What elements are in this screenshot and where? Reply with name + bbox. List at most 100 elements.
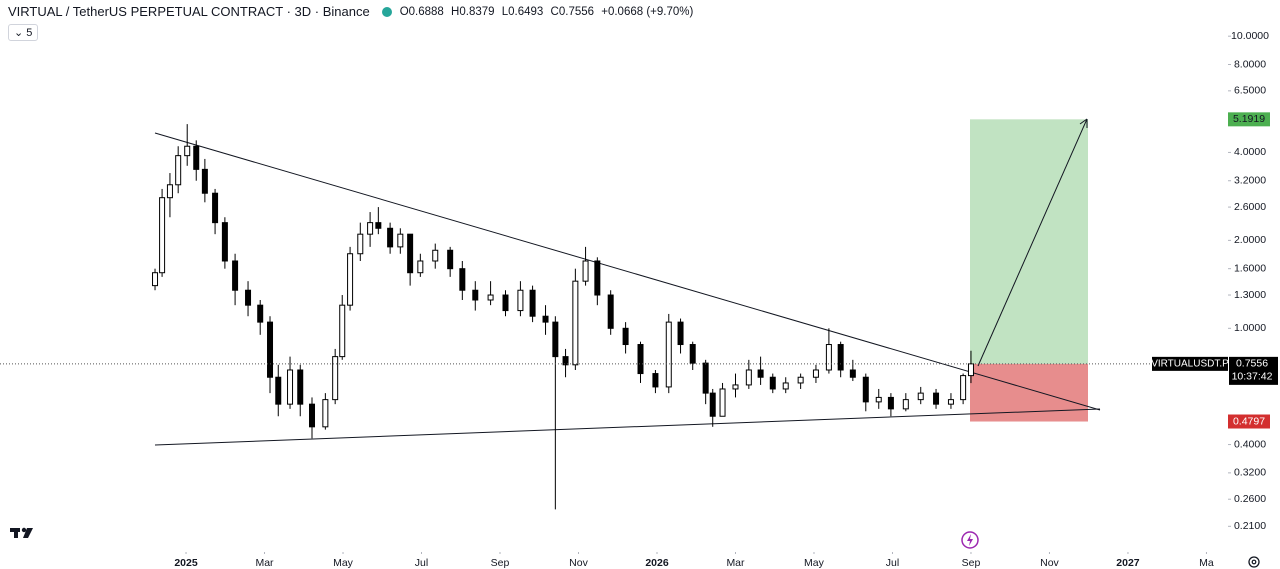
- candle-body: [332, 356, 339, 401]
- indicator-badge[interactable]: ⌄ 5: [8, 24, 39, 41]
- candle-body: [875, 396, 882, 403]
- candle-body: [297, 369, 304, 405]
- candle-body: [432, 249, 439, 262]
- symbol-label-box: [1152, 356, 1228, 371]
- candle-body: [562, 356, 569, 366]
- x-tick-label: Jul: [415, 557, 428, 569]
- ohlc-prefix: H: [451, 5, 460, 18]
- candle-body: [322, 399, 329, 428]
- candle-body: [637, 344, 644, 375]
- y-tick-label: 6.5000: [1234, 85, 1266, 97]
- x-tick-label: Mar: [255, 557, 274, 569]
- candle-body: [917, 392, 924, 401]
- symbol-title: VIRTUAL / TetherUS PERPETUAL CONTRACT · …: [8, 4, 370, 19]
- candle-body: [275, 376, 282, 405]
- candle-body: [702, 362, 709, 394]
- candle-body: [257, 304, 264, 323]
- candle-body: [902, 399, 909, 410]
- candle-body: [582, 260, 589, 282]
- candle-body: [862, 376, 869, 403]
- x-tick-label: 2025: [174, 557, 198, 569]
- candle-body: [849, 369, 856, 378]
- candle-body: [732, 384, 739, 390]
- candle-body: [769, 376, 776, 390]
- candle-body: [152, 272, 159, 287]
- candle-body: [652, 373, 659, 388]
- candle-body: [175, 155, 182, 186]
- x-tick-label: Mar: [726, 557, 745, 569]
- ohlc-value: 0.8379: [459, 5, 495, 18]
- x-tick-label: Sep: [491, 557, 510, 569]
- candle-body: [689, 344, 696, 364]
- candle-body: [757, 369, 764, 378]
- candle-body: [837, 344, 844, 371]
- candle-body: [221, 222, 228, 262]
- candle-body: [184, 145, 191, 157]
- candle-body: [719, 388, 726, 417]
- y-tick-label: 1.0000: [1234, 322, 1266, 334]
- candle-body: [397, 233, 404, 248]
- candle-body: [472, 289, 479, 301]
- candle-body: [166, 184, 173, 199]
- candle-body: [812, 369, 819, 378]
- candle-body: [933, 392, 940, 405]
- candle-body: [665, 321, 672, 388]
- candle-body: [367, 222, 374, 235]
- x-tick-label: Sep: [962, 557, 981, 569]
- stop-label-box: [1228, 414, 1270, 429]
- candle-body: [417, 260, 424, 274]
- candle-body: [607, 294, 614, 329]
- candle-body: [201, 168, 208, 194]
- ohlc-value: 0.7556: [558, 5, 595, 18]
- lightning-icon[interactable]: [961, 531, 979, 549]
- settings-icon[interactable]: [1248, 556, 1260, 568]
- x-tick-label: Jul: [886, 557, 899, 569]
- x-tick-label: May: [333, 557, 354, 569]
- target-label-box: [1228, 112, 1270, 127]
- y-tick-label: 1.6000: [1234, 262, 1266, 274]
- candle-body: [347, 253, 354, 306]
- candle-body: [825, 344, 832, 371]
- candle-body: [745, 369, 752, 386]
- candle-body: [339, 304, 346, 358]
- candle-body: [552, 321, 559, 358]
- candle-body: [529, 289, 536, 317]
- candle-body: [572, 280, 579, 366]
- candle-body: [797, 376, 804, 384]
- candle-body: [287, 369, 294, 405]
- symbol-label: VIRTUALUSDT.P: [1151, 359, 1229, 370]
- candle-body: [267, 321, 274, 378]
- candle-body: [447, 249, 454, 270]
- candle-body: [542, 315, 549, 323]
- ohlc-value: 0.6888: [408, 5, 444, 18]
- y-tick-label: 3.2000: [1234, 175, 1266, 187]
- price-label-box: [1229, 356, 1278, 385]
- y-tick-label: 1.3000: [1234, 289, 1266, 301]
- trend-line: [154, 408, 1101, 446]
- candle-body: [375, 222, 382, 229]
- candle-body: [677, 321, 684, 346]
- x-tick-label: Ma: [1199, 557, 1214, 569]
- candle-body: [960, 375, 967, 401]
- projection-arrow: [977, 118, 1088, 367]
- candle-body: [212, 192, 219, 224]
- status-dot: [381, 6, 392, 17]
- candle-body: [387, 227, 394, 248]
- countdown-label: 10:37:42: [1232, 371, 1273, 383]
- candle-body: [309, 403, 316, 428]
- candle-body: [487, 294, 494, 301]
- legend-header: VIRTUAL / TetherUS PERPETUAL CONTRACT · …: [8, 4, 693, 19]
- y-tick-label: 8.0000: [1234, 58, 1266, 70]
- x-tick-label: 2026: [645, 557, 669, 569]
- candle-body: [517, 289, 524, 312]
- candle-body: [967, 363, 974, 377]
- candle-body: [407, 233, 414, 274]
- candle-body: [594, 260, 601, 296]
- candle-body: [357, 233, 364, 255]
- stop-label: 0.4797: [1233, 415, 1265, 427]
- x-axis: 2025 Mar May Jul Sep Nov 2026 Mar May Jul Sep Nov 20…: [174, 552, 1214, 569]
- candle-body: [459, 268, 466, 291]
- y-tick-label: 0.3200: [1234, 467, 1266, 479]
